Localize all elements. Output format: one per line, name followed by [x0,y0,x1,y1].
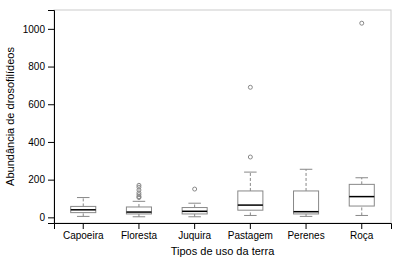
tick-mark [83,223,84,229]
boxes [71,21,375,217]
tick-label: 600 [28,99,45,110]
whisker-low [361,206,362,215]
tick-label: Perenes [287,230,324,241]
median [238,204,263,206]
tick-label: Juquira [178,230,211,241]
cap-low [188,216,201,217]
tick-mark [306,223,307,229]
cap-low [133,216,146,217]
cap-low [355,215,368,216]
flier [193,187,197,191]
tick-label: Capoeira [63,230,104,241]
flier [248,85,252,89]
median [349,196,374,198]
box-group [126,183,151,216]
tick: 200 [28,174,54,185]
x-axis-title: Tipos de uso da terra [171,245,275,257]
whisker-high [83,198,84,207]
tick-label: 200 [28,174,45,185]
whisker-high [138,201,139,207]
tick-label: 800 [28,61,45,72]
tick: 800 [28,61,54,72]
cap-high [133,201,146,202]
cap-low [77,216,90,217]
box [349,184,374,206]
cap-high [244,172,257,173]
x-axis: Capoeira Floresta Juquira Pastagem Perenes Ro… [55,223,392,241]
tick: Capoeira [63,223,104,241]
whisker-high [361,178,362,185]
flier [360,21,364,25]
median [294,211,319,213]
median [182,211,207,213]
tick: 1000 [23,24,54,35]
plot: 0 200 400 600 800 1000 Capoeira Floresta Juquira… [4,10,392,257]
tick-label: 400 [28,137,45,148]
tick-label: 0 [39,212,45,223]
axis-domain [48,11,55,224]
cap-high [188,203,201,204]
tick: Perenes [287,223,324,241]
median [71,209,96,211]
tick-mark [250,223,251,229]
tick: Pastagem [228,223,273,241]
box-group [182,187,207,217]
box [238,191,263,210]
tick-label: 1000 [23,24,46,35]
tick-mark [48,217,54,218]
whisker-low [83,213,84,217]
tick-mark [194,223,195,229]
median [126,211,151,213]
box-group [294,169,319,216]
flier [137,183,141,187]
box-group [71,198,96,217]
box-group [238,85,263,215]
tick-label: Roça [350,230,374,241]
tick: 400 [28,137,54,148]
box [182,208,207,214]
whisker-low [250,210,251,215]
cap-high [300,169,313,170]
whisker-high [194,203,195,207]
tick-label: Floresta [121,230,158,241]
tick-mark [361,223,362,229]
tick-label: Pastagem [228,230,273,241]
y-axis-title: Abundância de drosofilídeos [4,47,16,186]
box [126,207,151,214]
cap-high [77,197,90,198]
flier [248,155,252,159]
box [294,191,319,214]
tick-mark [48,104,54,105]
tick: 600 [28,99,54,110]
tick-mark [138,223,139,229]
tick-mark [48,180,54,181]
cap-low [300,216,313,217]
whisker-high [250,172,251,191]
tick: Roça [350,223,374,241]
tick: Juquira [178,223,211,241]
cap-low [244,215,257,216]
whisker-high [306,169,307,191]
axis-domain [55,224,392,230]
chart: 0 200 400 600 800 1000 Capoeira Floresta Juquira… [0,0,403,263]
cap-high [355,177,368,178]
box-group [349,21,374,215]
plot-frame [54,10,391,223]
tick: Floresta [121,223,158,241]
tick: 0 [39,212,54,223]
y-axis: 0 200 400 600 800 1000 [23,11,55,224]
box [71,206,96,212]
tick-mark [48,29,54,30]
tick-mark [48,142,54,143]
tick-mark [48,67,54,68]
